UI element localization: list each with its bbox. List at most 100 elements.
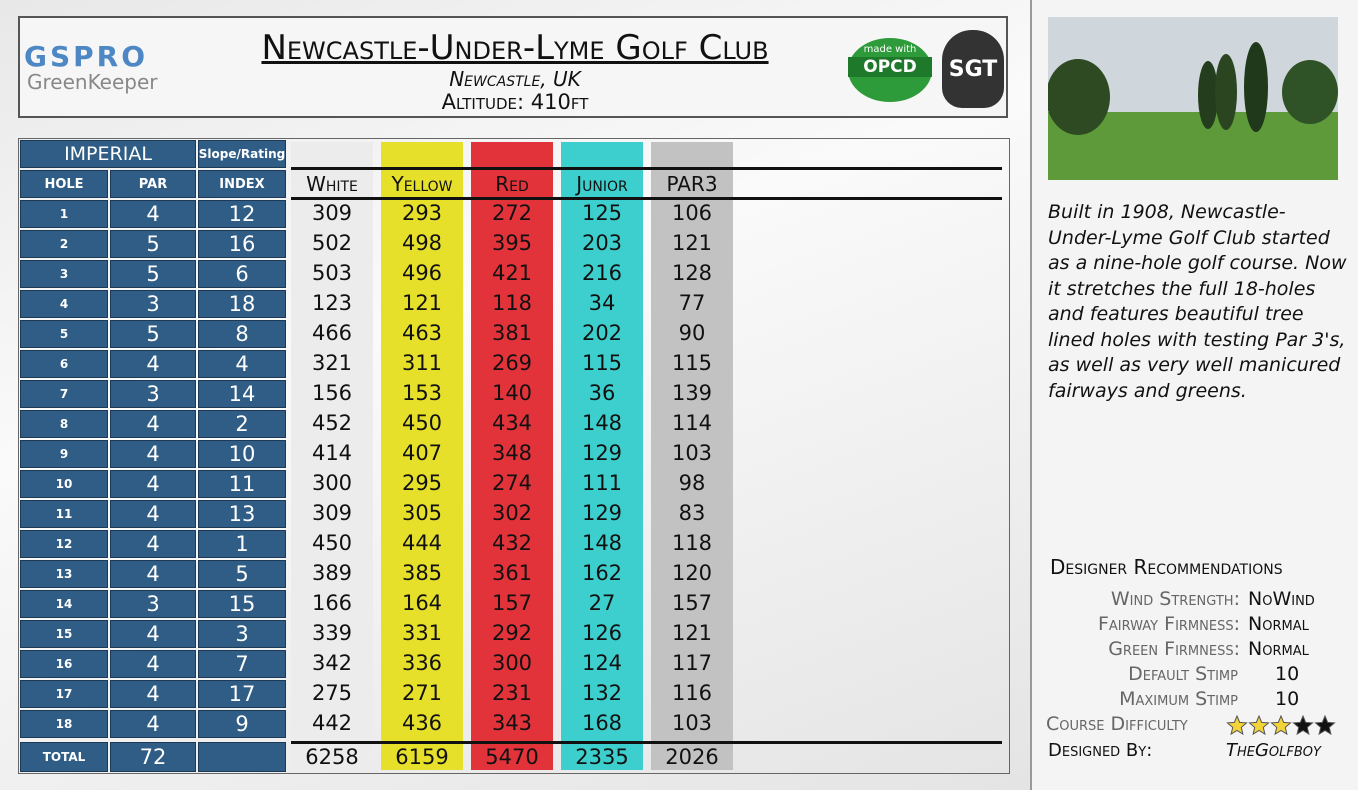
yardage: 129 [581,501,623,525]
yardage: 444 [401,531,443,555]
column-header: Junior [576,172,628,196]
cell-value: 4 [110,470,196,498]
yardage: 83 [678,501,706,525]
yardage: 389 [311,561,353,585]
slope-header: Slope/Rating [198,140,286,168]
cell-value: 4 [110,680,196,708]
sgt-badge: SGT [942,30,1004,108]
yardage: 292 [491,621,533,645]
hole-number: 17 [20,680,108,708]
yardage: 432 [491,531,533,555]
hole-number: 15 [20,620,108,648]
location: Newcastle, UK [449,67,581,91]
badge-text: OPCD [848,57,932,77]
yardage: 114 [671,411,713,435]
cell-value: 4 [110,200,196,228]
badge-text: made with [863,44,917,55]
column-header: White [306,172,358,196]
total-index [198,742,286,772]
yardage: 321 [311,351,353,375]
designer-label: Designed By: [1048,740,1153,761]
logo-product: GreenKeeper [27,70,158,94]
yardage: 111 [581,471,623,495]
yardage: 271 [401,681,443,705]
yardage: 129 [581,441,623,465]
yardage: 442 [311,711,353,735]
yardage: 124 [581,651,623,675]
group-header: IMPERIAL [20,140,196,168]
cell-value: 8 [198,320,286,348]
column-header: INDEX [198,170,286,198]
cell-value: 5 [198,560,286,588]
tee-column [381,142,463,770]
yardage: 156 [311,381,353,405]
logo-brand: GSPRO [24,40,149,73]
designer-value: TheGolfboy [1226,740,1321,761]
recommendation-label: Wind Strength: [1110,588,1240,610]
yardage: 90 [678,321,706,345]
yardage: 275 [311,681,353,705]
yardage: 295 [401,471,443,495]
recommendation-label: Default Stimp [1128,663,1238,685]
yardage: 450 [401,411,443,435]
cell-value: 5 [110,320,196,348]
yardage: 148 [581,411,623,435]
star [1314,715,1336,736]
yardage: 115 [671,351,713,375]
yardage: 120 [671,561,713,585]
difficulty-stars [1226,715,1336,736]
yardage: 231 [491,681,533,705]
cell-value: 3 [198,620,286,648]
cell-value: 5 [110,230,196,258]
cell-value: 4 [110,410,196,438]
yardage: 162 [581,561,623,585]
yardage: 123 [311,291,353,315]
recommendation-label: Fairway Firmness: [1097,613,1240,635]
yardage: 421 [491,261,533,285]
yardage: 348 [491,441,533,465]
badge-text: SGT [948,56,998,82]
tee-column [291,142,373,770]
cell-value: 4 [110,440,196,468]
cell-value: 2 [198,410,286,438]
yardage: 116 [671,681,713,705]
hole-number: 4 [20,290,108,318]
hole-number: 9 [20,440,108,468]
cell-value: 4 [198,350,286,378]
cell-value: 7 [198,650,286,678]
yardage: 126 [581,621,623,645]
cell-value: 11 [198,470,286,498]
yardage: 311 [401,351,443,375]
total-yardage: 2335 [575,745,629,769]
cell-value: 5 [110,260,196,288]
yardage: 153 [401,381,443,405]
cell-value: 4 [110,500,196,528]
cell-value: 4 [110,650,196,678]
cell-value: 4 [110,350,196,378]
yardage: 336 [401,651,443,675]
recommendation-label: Maximum Stimp [1119,688,1238,710]
yardage: 27 [588,591,616,615]
yardage: 331 [401,621,443,645]
total-yardage: 6258 [305,745,359,769]
yardage: 121 [671,231,713,255]
recommendations-title: Designer Recommendations [1050,555,1283,579]
yardage: 498 [401,231,443,255]
yardage: 436 [401,711,443,735]
cell-value: 6 [198,260,286,288]
yardage: 128 [671,261,713,285]
hole-number: 5 [20,320,108,348]
cell-value: 12 [198,200,286,228]
yardage: 361 [491,561,533,585]
yardage: 106 [671,201,713,225]
total-label: TOTAL [20,742,108,772]
recommendation-value: NoWind [1248,588,1315,610]
yardage: 502 [311,231,353,255]
yardage: 452 [311,411,353,435]
hole-number: 10 [20,470,108,498]
cell-value: 9 [198,710,286,738]
total-yardage: 2026 [665,745,719,769]
cell-value: 16 [198,230,286,258]
recommendation-value: 10 [1275,663,1300,685]
tee-column [471,142,553,770]
